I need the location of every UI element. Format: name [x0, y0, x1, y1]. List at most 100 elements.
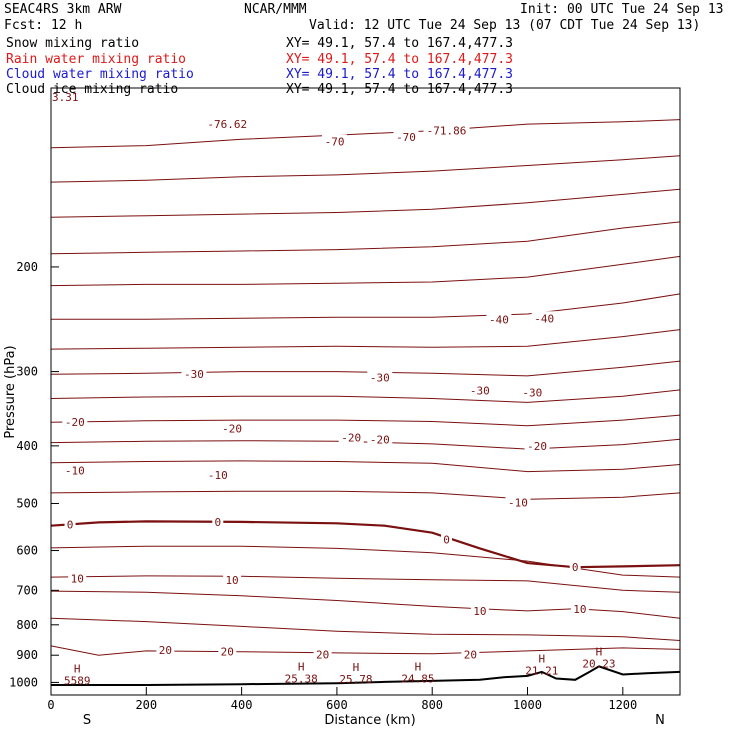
contour-label-2: -70: [396, 131, 416, 144]
valid-time: Valid: 12 UTC Tue 24 Sep 13 (07 CDT Tue …: [309, 18, 700, 33]
contour-label-bg-14: [524, 438, 550, 452]
contour-label-26: 20: [159, 644, 172, 657]
y-axis-ticks: 1000 900 800 700 600 500 400 300 200: [9, 87, 59, 689]
high-marker-0: H: [74, 663, 81, 676]
y-tick-label-2: 800: [16, 618, 38, 632]
model-title: SEAC4RS 3km ARW: [4, 2, 122, 17]
contour-label-11: -20: [222, 423, 242, 436]
contour-label-bg-4: [486, 312, 512, 326]
south-end-label: S: [83, 713, 91, 728]
high-marker-4: H: [538, 653, 545, 666]
contour-label-19: 0: [214, 516, 221, 529]
x-tick-label-1: 200: [135, 698, 157, 712]
isotherm-line-2: [50, 188, 681, 218]
contour-label-3: -71.86: [427, 125, 467, 138]
high-value-3: 24.85: [401, 673, 434, 686]
contour-label-27: 20: [221, 646, 234, 659]
contour-label-9: -30: [522, 386, 542, 399]
high-marker-1: H: [298, 661, 305, 674]
contour-label-bg-22: [68, 571, 87, 585]
y-tick-label-7: 300: [16, 365, 38, 379]
contour-label-bg-0: [204, 117, 251, 131]
contour-label-13: -20: [370, 433, 390, 446]
y-tick-label-1: 900: [16, 648, 38, 662]
isotherm-line-12: [50, 490, 681, 500]
forecast-hour: Fcst: 12 h: [4, 18, 82, 33]
y-tick-label-6: 400: [16, 439, 38, 453]
contour-label-bg-3: [423, 123, 470, 137]
contour-label-bg-20: [441, 532, 453, 546]
contour-label-16: -10: [208, 469, 228, 482]
plot-frame: [50, 87, 681, 696]
legend-label-snow: Snow mixing ratio: [6, 36, 139, 51]
contour-label-bg-18: [64, 517, 76, 531]
contour-label-bg-29: [461, 647, 480, 661]
isotherm-line-5: [51, 293, 681, 320]
legend-label-cloud-water: Cloud water mixing ratio: [6, 67, 194, 82]
isotherm-line-14: [50, 545, 681, 578]
contour-label-12: -20: [341, 431, 361, 444]
contour-label-bg-7: [367, 370, 393, 384]
contour-label-bg-16: [205, 468, 231, 482]
terrain-line: [51, 665, 681, 686]
x-tick-label-4: 800: [421, 698, 443, 712]
legend-label-rain: Rain water mixing ratio: [6, 52, 186, 67]
contour-label-bg-1: [322, 134, 348, 148]
high-marker-3: H: [415, 661, 422, 674]
contour-label-bg-17: [505, 495, 531, 509]
legend-xy-cloud-water: XY= 49.1, 57.4 to 167.4,477.3: [286, 67, 513, 82]
contour-label-bg-21: [569, 560, 581, 574]
contour-label-bg-9: [519, 385, 545, 399]
y-tick-label-5: 500: [16, 496, 38, 510]
contour-label-bg-23: [223, 572, 242, 586]
contour-label-bg-15: [62, 463, 88, 477]
contour-label-23: 10: [225, 574, 238, 587]
contour-label-6: -30: [184, 368, 204, 381]
isotherm-line-4: [50, 255, 681, 287]
contour-label-21: 0: [572, 561, 579, 574]
contour-label-bg-11: [219, 421, 245, 435]
contour-label-bg-6: [181, 367, 207, 381]
legend-xy-rain: XY= 49.1, 57.4 to 167.4,477.3: [286, 52, 513, 67]
contour-label-bg-2: [393, 130, 419, 144]
x-tick-label-0: 0: [47, 698, 54, 712]
top-left-contour-label: 3.31: [52, 91, 79, 104]
contour-label-bg-28: [313, 647, 332, 661]
isotherm-line-0: [50, 119, 681, 149]
contour-label-10: -20: [65, 416, 85, 429]
organization-label: NCAR/MMM: [244, 2, 307, 17]
field-legend: Snow mixing ratio XY= 49.1, 57.4 to 167.…: [6, 36, 513, 97]
x-axis-ticks: 0 200 400 600 800 1000 1200: [47, 687, 637, 712]
y-tick-label-0: 1000: [9, 675, 38, 689]
contour-label-bg-5: [531, 311, 557, 325]
contour-label-bg-25: [570, 601, 589, 615]
contour-label-17: -10: [508, 496, 528, 509]
contour-label-bg-12: [338, 430, 364, 444]
contour-label-bg-13: [367, 432, 393, 446]
isotherm-line-3: [50, 221, 681, 255]
isotherm-line-16: [50, 590, 681, 619]
contour-label-28: 20: [316, 648, 329, 661]
isotherm-line-10: [50, 438, 681, 450]
init-time: Init: 00 UTC Tue 24 Sep 13: [520, 2, 724, 17]
contour-label-25: 10: [573, 603, 586, 616]
high-value-5: 20.23: [582, 658, 615, 671]
contour-label-0: -76.62: [207, 118, 247, 131]
contour-label-bg-10: [62, 415, 88, 429]
isotherm-line-15: [50, 575, 681, 593]
isotherm-line-18: [50, 645, 681, 656]
isotherm-line-1: [50, 155, 681, 183]
high-value-2: 25.78: [339, 673, 372, 686]
legend-xy-snow: XY= 49.1, 57.4 to 167.4,477.3: [286, 36, 513, 51]
contour-label-bg-24: [470, 603, 489, 617]
contour-label-bg-26: [156, 642, 175, 656]
contour-label-bg-8: [467, 383, 493, 397]
y-tick-label-8: 200: [16, 260, 38, 274]
isotherm-line-7: [50, 360, 681, 377]
contour-label-20: 0: [443, 534, 450, 547]
contour-label-8: -30: [470, 385, 490, 398]
contour-label-4: -40: [489, 313, 509, 326]
x-tick-label-2: 400: [231, 698, 253, 712]
high-marker-5: H: [596, 646, 603, 659]
